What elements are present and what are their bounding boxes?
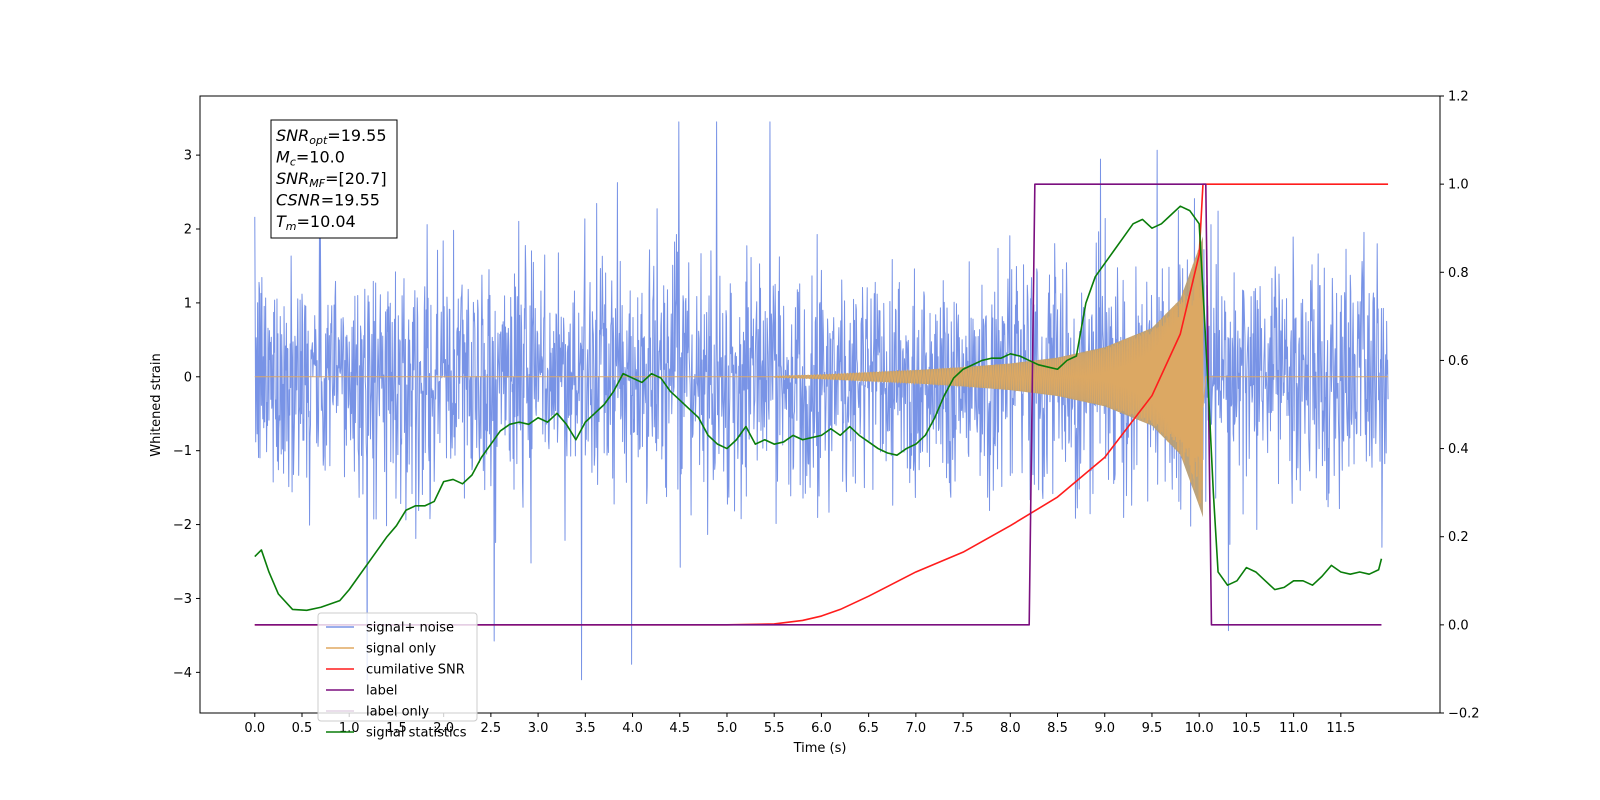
y2-tick-label: 0.2	[1448, 530, 1469, 545]
series-signal-statistics	[254, 205, 1383, 612]
y2-tick-label: 1.0	[1448, 178, 1469, 193]
annotation-line: CSNR=19.55	[276, 191, 380, 210]
x-tick-label: 4.5	[669, 721, 690, 736]
legend: signal+ noise signal only cumilative SNR la…	[317, 612, 478, 741]
x-tick-label: 5.5	[764, 721, 785, 736]
series-layer	[254, 121, 1389, 681]
y2-tick-label: 0.0	[1448, 618, 1469, 633]
plot-frame	[199, 95, 1441, 714]
y2-tick-label: 0.4	[1448, 442, 1469, 457]
y-tick-label: 2	[184, 223, 192, 238]
x-tick-label: 2.5	[481, 721, 502, 736]
x-tick-label: 3.0	[528, 721, 549, 736]
y2-tick-label: 0.6	[1448, 354, 1469, 369]
series-signal-plus-noise	[254, 121, 1389, 681]
x-tick-label: 11.5	[1326, 721, 1355, 736]
series-label	[254, 183, 1382, 626]
y-axis-label: Whitened strain	[149, 353, 164, 456]
y-tick-label: −2	[173, 518, 192, 533]
y-tick-label: −1	[173, 444, 192, 459]
x-tick-label: 4.0	[622, 721, 643, 736]
x-tick-label: 0.5	[292, 721, 313, 736]
annotation-line: SNRMF=[20.7]	[276, 169, 387, 190]
x-tick-label: 5.0	[717, 721, 738, 736]
y2-tick-label: 1.2	[1448, 90, 1469, 105]
x-tick-label: 1.0	[339, 721, 360, 736]
y-tick-label: 0	[184, 370, 192, 385]
y-tick-label: −4	[173, 666, 192, 681]
y2-tick-label: −0.2	[1448, 707, 1480, 722]
annotation-line: SNRopt=19.55	[276, 126, 387, 147]
x-tick-label: 7.0	[906, 721, 927, 736]
legend-label: signal statistics	[366, 726, 467, 741]
legend-frame	[317, 612, 478, 722]
x-tick-label: 6.5	[858, 721, 879, 736]
y-tick-label: −3	[173, 592, 192, 607]
y2-tick-label: 0.8	[1448, 266, 1469, 281]
series-signal-only	[254, 249, 1389, 504]
legend-label: signal+ noise	[366, 621, 454, 636]
x-axis-ticks: 0.0 0.5 1.0 1.5 2.0 2.5 3.0 3.5 4.0 4.5 5.0 5.5 6.0 6…	[244, 713, 1355, 736]
legend-label: label	[366, 684, 397, 699]
x-tick-label: 9.0	[1094, 721, 1115, 736]
legend-label: label only	[366, 705, 429, 720]
x-tick-label: 11.0	[1279, 721, 1308, 736]
annotation-frame	[270, 119, 398, 239]
x-tick-label: 3.5	[575, 721, 596, 736]
annotation-box: SNRopt=19.55Mc=10.0SNRMF=[20.7]CSNR=19.5…	[270, 119, 398, 239]
y-axis-ticks: 3 2 1 0 −1 −2 −3 −4	[173, 149, 200, 681]
y2-axis-ticks: 1.2 1.0 0.8 0.6 0.4 0.2 0.0 −0.2	[1440, 90, 1480, 722]
legend-label: signal only	[366, 642, 436, 657]
x-tick-label: 7.5	[953, 721, 974, 736]
x-axis-label: Time (s)	[793, 741, 847, 756]
x-tick-label: 1.5	[386, 721, 407, 736]
x-tick-label: 10.0	[1185, 721, 1214, 736]
y-tick-label: 3	[184, 149, 192, 164]
y-tick-label: 1	[184, 296, 192, 311]
x-tick-label: 8.5	[1047, 721, 1068, 736]
x-tick-label: 6.0	[811, 721, 832, 736]
x-tick-label: 2.0	[433, 721, 454, 736]
annotation-line: Tm=10.04	[276, 212, 356, 233]
x-tick-label: 0.0	[244, 721, 265, 736]
x-tick-label: 9.5	[1142, 721, 1163, 736]
x-tick-label: 10.5	[1232, 721, 1261, 736]
legend-label: cumilative SNR	[366, 663, 465, 678]
series-signal-only-envelope	[774, 236, 1203, 518]
x-tick-label: 8.0	[1000, 721, 1021, 736]
annotation-line: Mc=10.0	[276, 148, 345, 169]
